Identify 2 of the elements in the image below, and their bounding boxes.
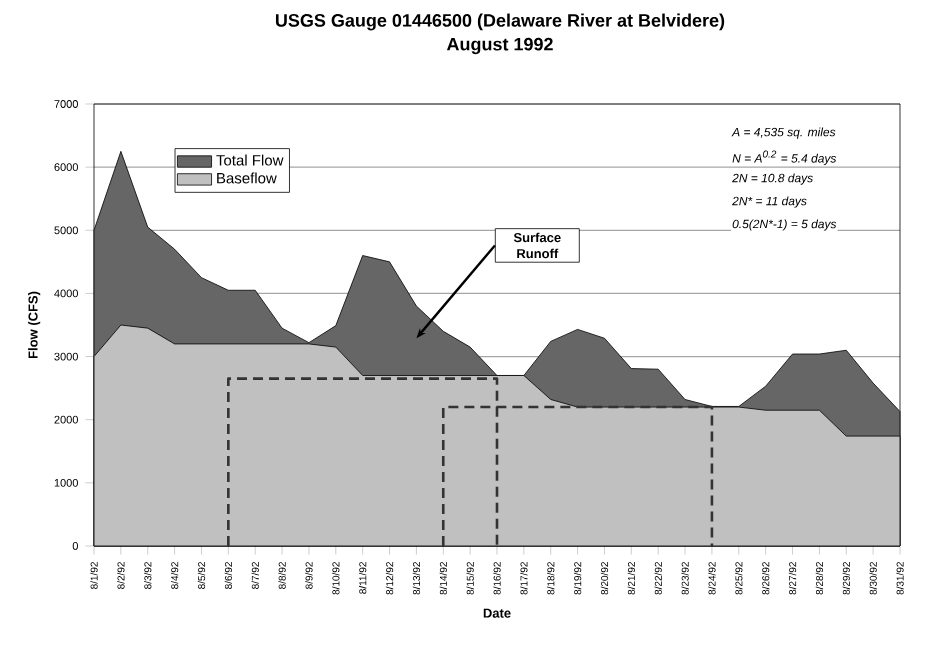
chart-title: USGS Gauge 01446500 (Delaware River at Belvidere) (275, 13, 725, 31)
chart-subtitle: August 1992 (446, 37, 553, 55)
